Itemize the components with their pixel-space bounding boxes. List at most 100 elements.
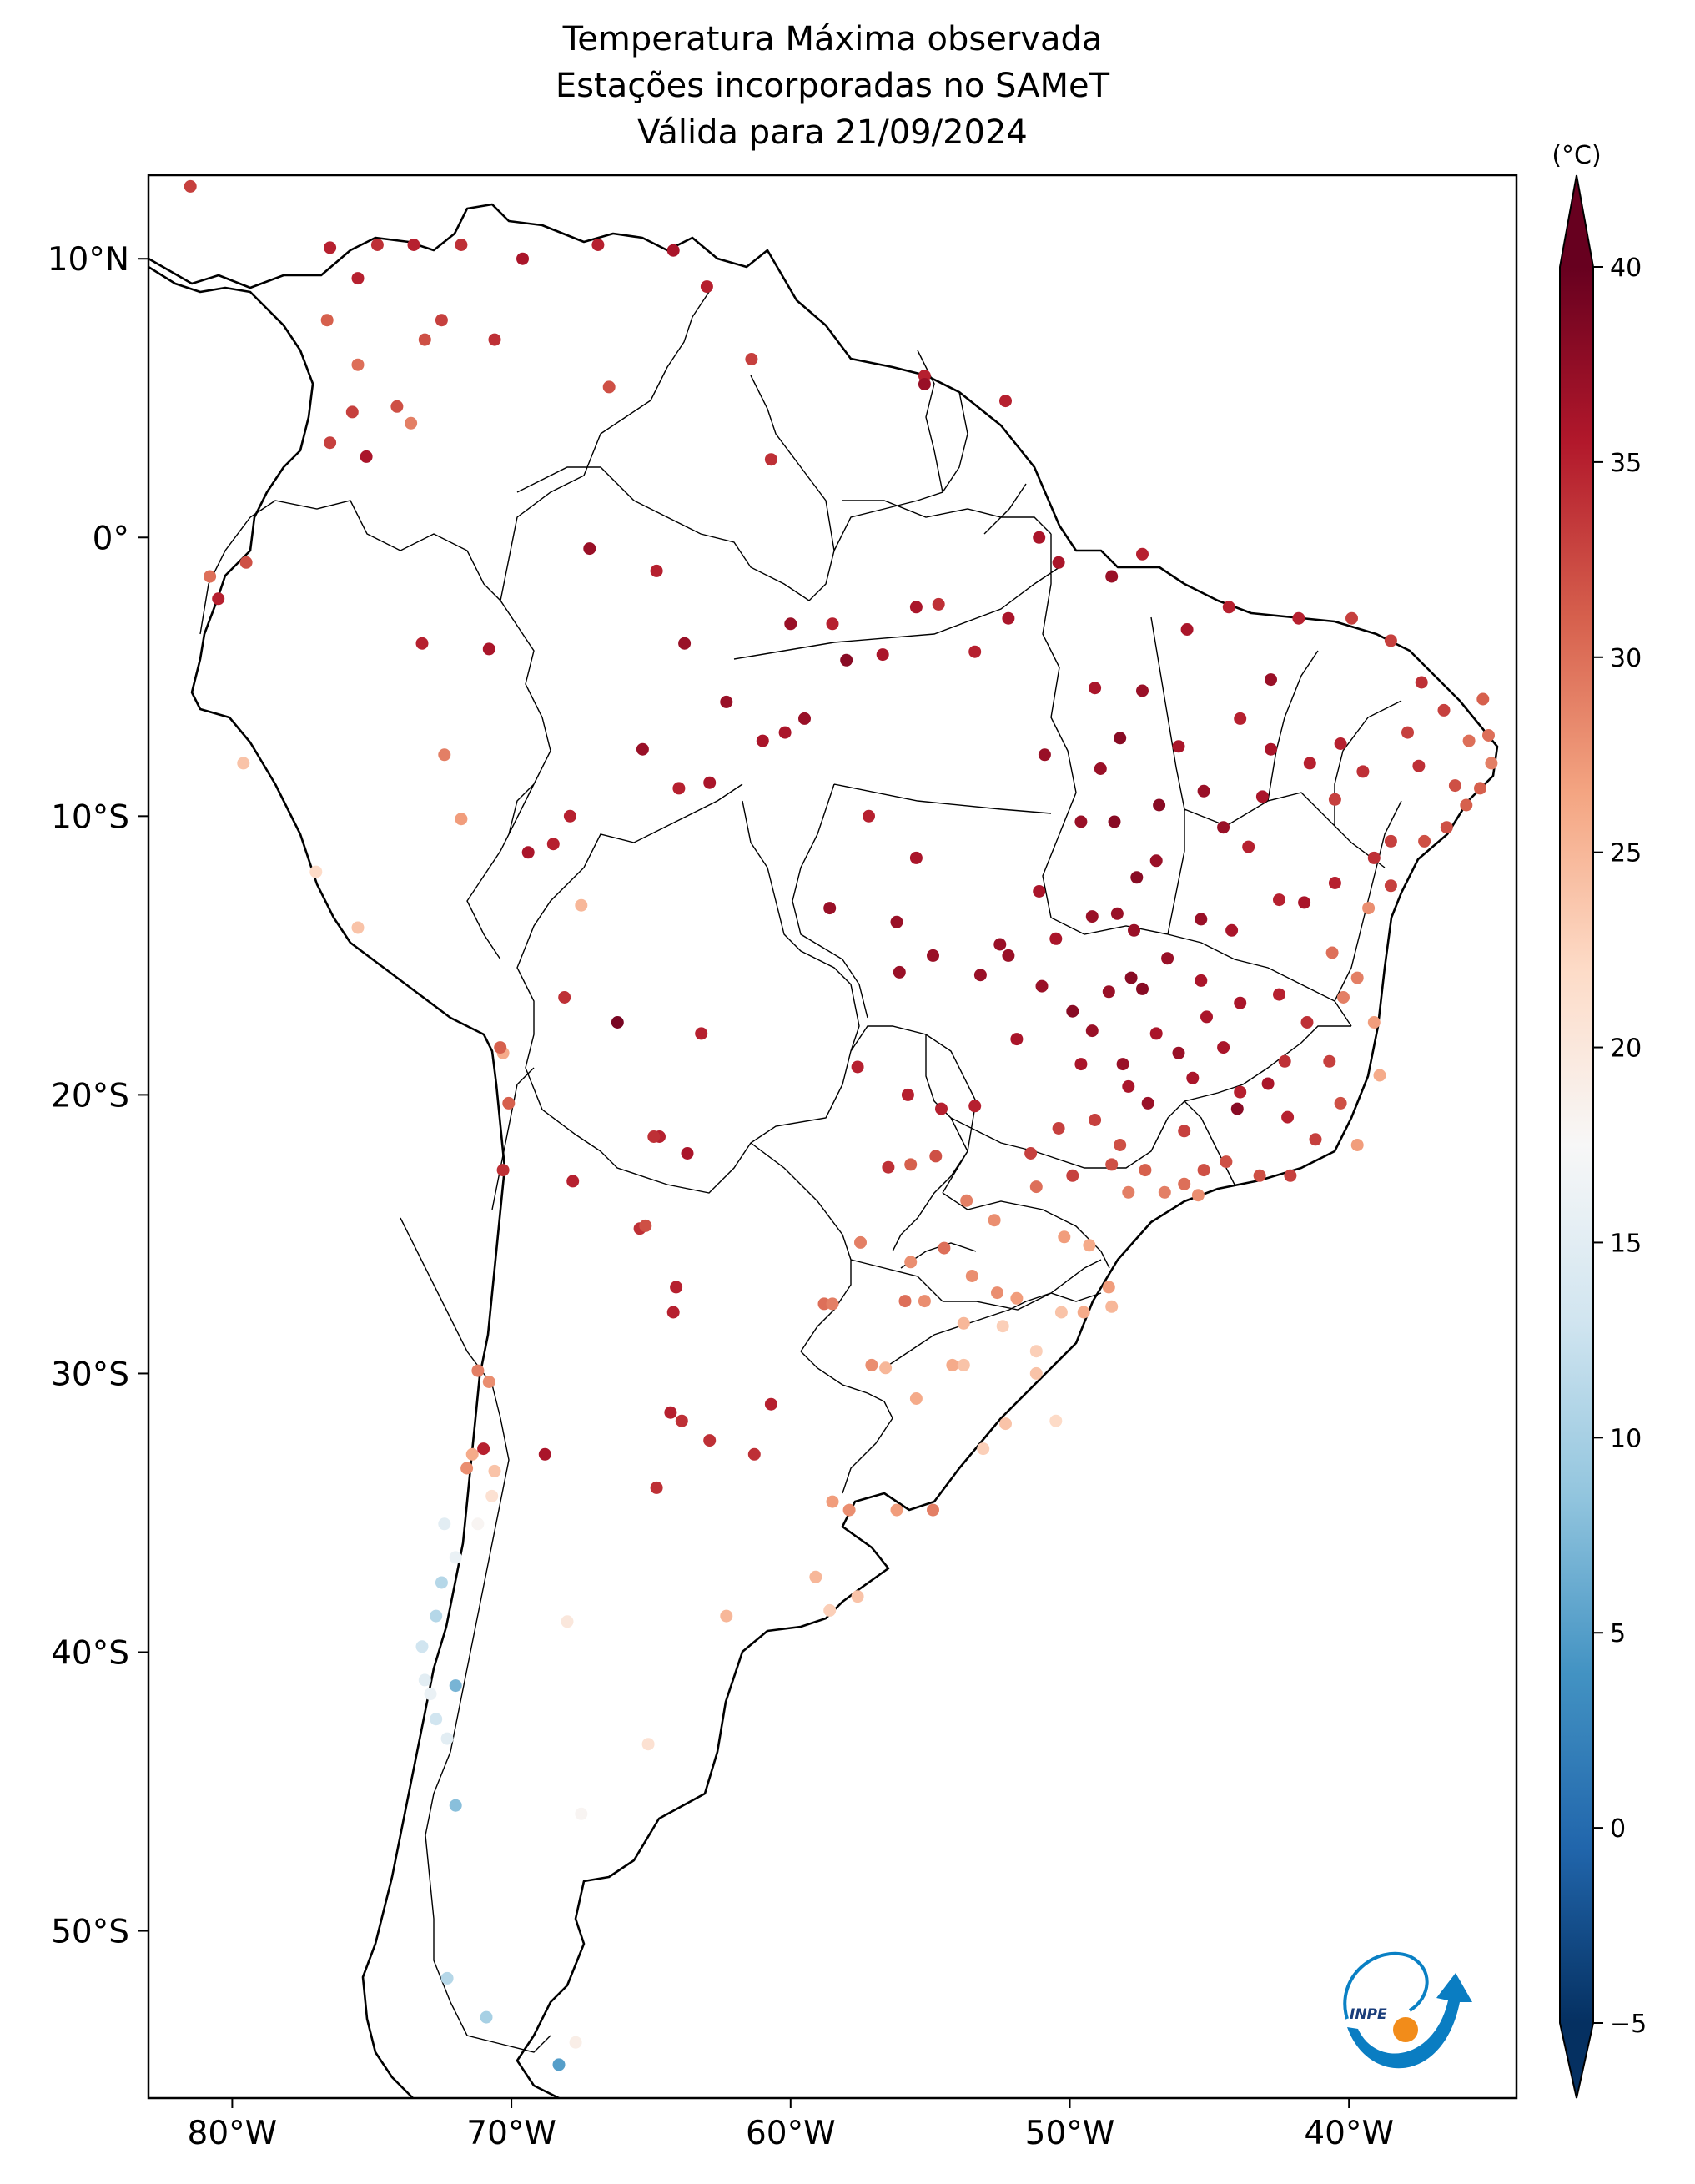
station-point [1029, 1345, 1043, 1358]
station-point [460, 1462, 474, 1475]
station-point [407, 239, 420, 251]
station-point [1225, 923, 1239, 937]
station-point [1002, 611, 1015, 625]
station-point [415, 637, 429, 650]
station-point [666, 244, 680, 257]
station-point [968, 1100, 982, 1113]
station-point [703, 1434, 717, 1447]
station-point [918, 378, 931, 390]
station-point [1412, 759, 1426, 772]
station-point [1300, 1016, 1314, 1029]
station-point [1024, 1147, 1038, 1160]
station-point [826, 1495, 839, 1508]
station-point [455, 239, 468, 251]
station-point [1033, 531, 1046, 544]
station-point [1234, 1085, 1247, 1099]
station-point [482, 1376, 495, 1388]
station-point [1141, 1096, 1154, 1110]
station-point [681, 1147, 694, 1160]
station-point [1029, 1180, 1043, 1194]
station-point [455, 813, 468, 826]
station-point [670, 1281, 683, 1294]
station-point [1128, 923, 1140, 937]
station-point [1234, 996, 1247, 1009]
station-point [1476, 692, 1490, 706]
station-point [611, 1016, 624, 1029]
station-point [882, 1160, 895, 1174]
station-point [1074, 815, 1088, 828]
lat-tick-label: 40°S [51, 1635, 129, 1673]
station-point [854, 1235, 867, 1249]
station-point [932, 597, 945, 611]
station-point [988, 1214, 1001, 1227]
station-point [999, 395, 1012, 408]
station-point [1114, 1139, 1127, 1151]
station-point [1105, 570, 1119, 583]
station-point [991, 1286, 1003, 1300]
station-point [1085, 910, 1099, 923]
station-point [1066, 1169, 1079, 1182]
station-point [1161, 952, 1174, 965]
station-point [1052, 556, 1065, 569]
station-point [1230, 1102, 1244, 1115]
station-point [488, 1464, 501, 1477]
colorbar-min-extend-triangle [1560, 2023, 1593, 2098]
station-point [546, 838, 560, 851]
station-point [863, 809, 875, 823]
station-point [418, 333, 431, 346]
logo-swirl [1343, 1951, 1429, 2020]
station-point [351, 272, 365, 285]
colorbar-gradient [1560, 267, 1593, 2023]
station-point [1415, 676, 1428, 689]
map-title-line-1: Temperatura Máxima observada [562, 20, 1103, 58]
station-point [1284, 1169, 1297, 1182]
station-point [435, 1576, 448, 1589]
station-point [973, 969, 987, 982]
station-point [309, 865, 323, 878]
station-point [502, 1096, 516, 1110]
station-point [929, 1150, 943, 1163]
station-point [650, 1481, 663, 1494]
station-point [320, 314, 334, 327]
colorbar-ticks: 40 35 30 25 20 15 10 5 0 −5 [1593, 254, 1647, 2039]
station-point [1085, 1024, 1099, 1038]
station-point [1191, 1189, 1205, 1202]
station-point [1049, 1414, 1063, 1427]
lon-tick-label: 70°W [466, 2115, 556, 2152]
station-point [1474, 782, 1486, 795]
station-point [1485, 757, 1498, 770]
station-point [918, 1295, 931, 1308]
station-point [575, 1807, 588, 1820]
station-point [745, 353, 758, 365]
station-point [865, 1358, 878, 1371]
station-point [1384, 634, 1397, 647]
station-point [1292, 611, 1305, 625]
lon-tick-label: 40°W [1304, 2115, 1394, 2152]
station-point [1180, 623, 1194, 636]
colorbar-tick-label: 0 [1610, 1814, 1626, 1844]
station-point [1328, 793, 1341, 806]
station-point [996, 1320, 1009, 1333]
station-point [1242, 840, 1255, 853]
station-point [664, 1406, 677, 1419]
station-point [909, 851, 923, 864]
station-point [893, 965, 906, 979]
station-point [1325, 946, 1339, 959]
station-point [700, 280, 713, 294]
station-point [184, 179, 197, 193]
station-point [965, 1270, 978, 1282]
station-point [563, 809, 576, 823]
station-point [1116, 1058, 1129, 1071]
colorbar-tick-label: −5 [1610, 2010, 1647, 2039]
station-point [1077, 1306, 1090, 1319]
station-point [1437, 703, 1451, 717]
station-point [1323, 1054, 1336, 1068]
stations-layer [184, 179, 1498, 2071]
station-point [1448, 779, 1461, 793]
station-point [695, 1027, 708, 1040]
station-point [1222, 601, 1235, 614]
station-point [1337, 991, 1350, 1004]
station-point [675, 1414, 688, 1427]
station-point [1303, 757, 1316, 770]
